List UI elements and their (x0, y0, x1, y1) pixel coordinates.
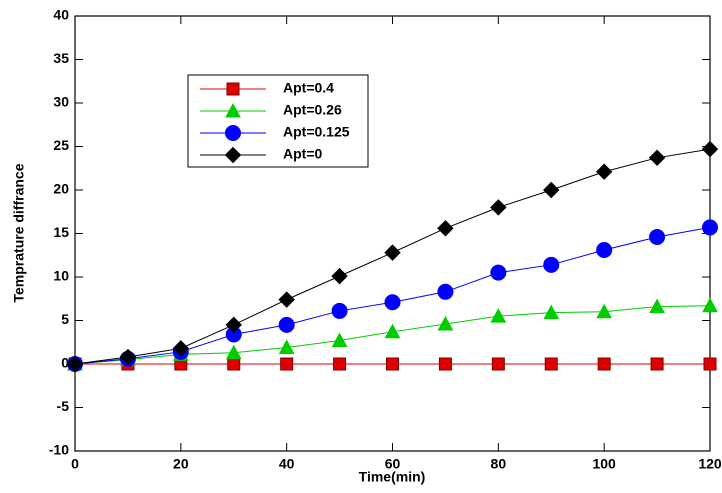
legend-label: Apt=0 (283, 146, 323, 162)
y-tick-label: 20 (53, 181, 69, 197)
plot-frame (74, 15, 711, 452)
marker (649, 228, 666, 245)
marker (702, 297, 718, 313)
x-tick-label: 100 (592, 456, 616, 472)
marker (649, 298, 665, 314)
marker (597, 357, 611, 371)
marker (331, 332, 348, 348)
marker (172, 340, 190, 357)
y-tick-label: 0 (61, 355, 69, 371)
legend-label: Apt=0.4 (283, 80, 334, 96)
x-tick-label: 120 (698, 456, 722, 472)
marker (543, 181, 560, 199)
y-tick-label: 35 (53, 50, 69, 66)
marker (490, 308, 507, 323)
y-tick-label: 40 (53, 7, 69, 23)
marker (331, 267, 348, 285)
marker (595, 163, 613, 180)
marker (437, 283, 454, 300)
x-tick-label: 0 (71, 456, 79, 472)
marker (437, 220, 454, 237)
marker (648, 149, 666, 167)
legend-label: Apt=0.26 (283, 102, 342, 118)
y-tick-label: 15 (53, 224, 69, 240)
y-tick-label: -10 (49, 442, 69, 458)
marker (225, 102, 241, 118)
marker (226, 82, 240, 96)
x-tick-label: 20 (173, 456, 189, 472)
marker (490, 264, 507, 281)
marker (333, 357, 347, 371)
marker (331, 302, 348, 319)
y-tick-label: 10 (53, 268, 69, 284)
marker (703, 357, 717, 371)
marker (702, 219, 718, 236)
x-tick-label: 60 (385, 456, 401, 472)
marker (225, 125, 241, 141)
marker (596, 303, 613, 319)
y-tick-label: 30 (53, 94, 69, 110)
marker (438, 357, 452, 371)
marker (119, 348, 137, 366)
marker (543, 304, 560, 320)
marker (650, 357, 664, 371)
legend-box (187, 74, 369, 168)
marker (544, 357, 558, 371)
marker (490, 199, 507, 216)
marker (278, 339, 295, 354)
y-tick-label: -5 (57, 398, 70, 414)
marker (225, 316, 242, 334)
marker (386, 357, 399, 371)
marker (384, 323, 401, 339)
marker (278, 316, 295, 333)
marker (278, 291, 295, 308)
marker (384, 244, 401, 261)
x-tick-label: 40 (279, 456, 295, 472)
marker (280, 357, 294, 371)
marker (224, 146, 242, 164)
marker (225, 344, 242, 360)
x-tick-label: 80 (491, 456, 507, 472)
marker (701, 140, 719, 158)
marker (227, 357, 241, 371)
x-axis-label: Time(min) (359, 469, 426, 485)
marker (543, 256, 560, 273)
marker (491, 357, 505, 371)
y-axis-label: Temprature diffrance (11, 163, 27, 302)
marker (384, 294, 401, 311)
marker (596, 242, 613, 259)
marker (437, 315, 454, 331)
y-tick-label: 25 (53, 137, 69, 153)
legend-label: Apt=0.125 (283, 124, 350, 140)
y-tick-label: 5 (61, 311, 69, 327)
marker (66, 355, 84, 373)
